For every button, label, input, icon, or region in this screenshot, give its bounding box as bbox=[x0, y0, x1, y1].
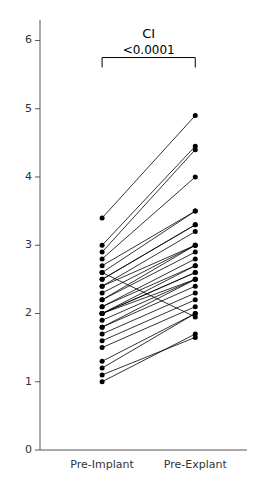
pair-line bbox=[102, 245, 195, 286]
data bbox=[100, 113, 198, 384]
pair-line bbox=[102, 245, 195, 300]
pair-line bbox=[102, 273, 195, 317]
pair-line bbox=[102, 211, 195, 272]
pair-line bbox=[102, 279, 195, 313]
pair-line bbox=[102, 225, 195, 280]
y-axis-line bbox=[40, 20, 41, 450]
dot bbox=[193, 284, 198, 289]
chart: 0 1 2 3 4 5 6 Pre-Implant Pre-Explant <0.0001 CI bbox=[0, 0, 262, 500]
pair-line bbox=[102, 177, 195, 259]
dot bbox=[100, 331, 105, 336]
background bbox=[0, 0, 262, 500]
y-tick-label: 4 bbox=[25, 170, 32, 183]
dot bbox=[100, 263, 105, 268]
dot bbox=[100, 284, 105, 289]
dot bbox=[100, 311, 105, 316]
dot bbox=[100, 297, 105, 302]
dot bbox=[193, 291, 198, 296]
dot bbox=[100, 304, 105, 309]
dot bbox=[193, 209, 198, 214]
dot bbox=[100, 311, 105, 316]
dot bbox=[193, 222, 198, 227]
pair-line bbox=[102, 232, 195, 287]
dot bbox=[193, 243, 198, 248]
x-axis-line bbox=[40, 450, 247, 451]
dot bbox=[100, 256, 105, 261]
dot bbox=[100, 304, 105, 309]
dot bbox=[100, 345, 105, 350]
dot bbox=[193, 304, 198, 309]
pair-line bbox=[102, 211, 195, 266]
dot bbox=[100, 291, 105, 296]
y-tick-label: 2 bbox=[25, 306, 32, 319]
dot bbox=[100, 297, 105, 302]
dot bbox=[100, 338, 105, 343]
y-tick bbox=[35, 176, 40, 177]
dot bbox=[100, 311, 105, 316]
dot bbox=[193, 277, 198, 282]
dot bbox=[193, 335, 198, 340]
x-tick-label: Pre-Explant bbox=[164, 458, 228, 471]
dot bbox=[100, 318, 105, 323]
dot bbox=[193, 229, 198, 234]
dot bbox=[100, 284, 105, 289]
pair-line bbox=[102, 116, 195, 218]
dot bbox=[100, 372, 105, 377]
y-tick-label: 1 bbox=[25, 375, 32, 388]
y-tick-label: 6 bbox=[25, 33, 32, 46]
dot bbox=[193, 270, 198, 275]
y-tick-label: 3 bbox=[25, 238, 32, 251]
dot bbox=[193, 222, 198, 227]
dot bbox=[193, 243, 198, 248]
dot bbox=[193, 144, 198, 149]
dot bbox=[193, 263, 198, 268]
dot bbox=[193, 174, 198, 179]
dot bbox=[193, 250, 198, 255]
dot bbox=[193, 243, 198, 248]
dot bbox=[193, 256, 198, 261]
y-tick bbox=[35, 40, 40, 41]
x-tick-label: Pre-Implant bbox=[70, 458, 134, 471]
y-tick bbox=[35, 313, 40, 314]
title: CI bbox=[142, 26, 155, 41]
bracket bbox=[102, 58, 195, 68]
dot bbox=[100, 277, 105, 282]
pair-line bbox=[102, 225, 195, 280]
pair-line bbox=[102, 307, 195, 348]
dot bbox=[100, 325, 105, 330]
p-value: <0.0001 bbox=[123, 43, 175, 57]
dot bbox=[193, 263, 198, 268]
dot bbox=[100, 270, 105, 275]
dot bbox=[193, 270, 198, 275]
y-tick bbox=[35, 108, 40, 109]
dot bbox=[193, 113, 198, 118]
dot bbox=[193, 297, 198, 302]
dot bbox=[100, 277, 105, 282]
y-tick-label: 5 bbox=[25, 102, 32, 115]
y-tick bbox=[35, 450, 40, 451]
y-axis: 0 1 2 3 4 5 6 bbox=[25, 20, 40, 456]
dot bbox=[100, 243, 105, 248]
dot bbox=[100, 311, 105, 316]
pair-line bbox=[102, 150, 195, 252]
dot bbox=[100, 366, 105, 371]
dot bbox=[100, 215, 105, 220]
pair-line bbox=[102, 313, 195, 368]
dot bbox=[100, 379, 105, 384]
dot bbox=[100, 250, 105, 255]
dot bbox=[193, 209, 198, 214]
y-tick bbox=[35, 245, 40, 246]
dot bbox=[100, 359, 105, 364]
dot bbox=[193, 314, 198, 319]
dot bbox=[100, 270, 105, 275]
dot bbox=[193, 277, 198, 282]
dot bbox=[193, 277, 198, 282]
pair-line bbox=[102, 146, 195, 245]
dot bbox=[100, 325, 105, 330]
pair-line bbox=[102, 337, 195, 375]
y-tick-label: 0 bbox=[25, 443, 32, 456]
y-tick bbox=[35, 381, 40, 382]
